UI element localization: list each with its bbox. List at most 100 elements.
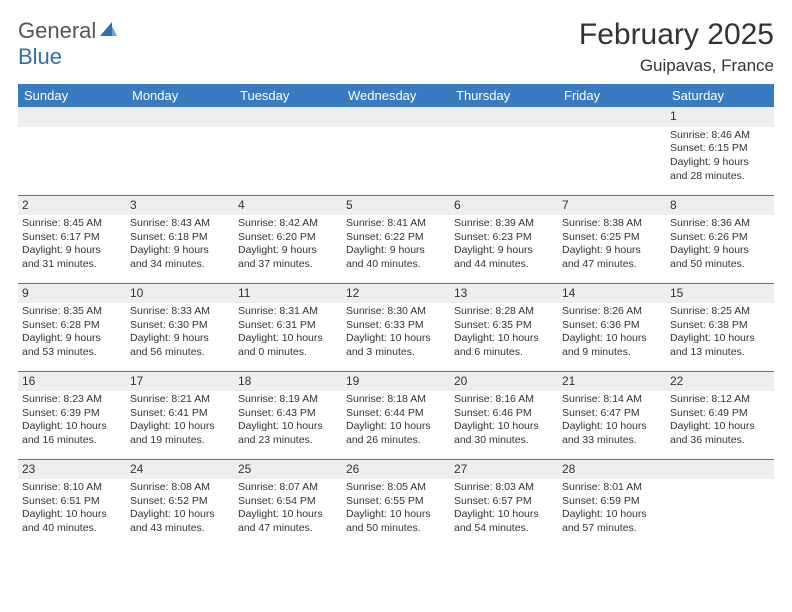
day-number: 11 <box>234 284 342 304</box>
day2-line: and 37 minutes. <box>238 258 338 272</box>
day2-line: and 9 minutes. <box>562 346 662 360</box>
weekday-header: Saturday <box>666 84 774 107</box>
calendar-cell: 7Sunrise: 8:38 AMSunset: 6:25 PMDaylight… <box>558 195 666 283</box>
sunset-line: Sunset: 6:35 PM <box>454 319 554 333</box>
calendar-cell: 9Sunrise: 8:35 AMSunset: 6:28 PMDaylight… <box>18 283 126 371</box>
day2-line: and 40 minutes. <box>22 522 122 536</box>
sunset-line: Sunset: 6:49 PM <box>670 407 770 421</box>
sunrise-line: Sunrise: 8:30 AM <box>346 305 446 319</box>
calendar-cell: 11Sunrise: 8:31 AMSunset: 6:31 PMDayligh… <box>234 283 342 371</box>
calendar-cell: 8Sunrise: 8:36 AMSunset: 6:26 PMDaylight… <box>666 195 774 283</box>
sunrise-line: Sunrise: 8:03 AM <box>454 481 554 495</box>
logo-text: General Blue <box>18 18 118 70</box>
sunrise-line: Sunrise: 8:26 AM <box>562 305 662 319</box>
sunset-line: Sunset: 6:23 PM <box>454 231 554 245</box>
day1-line: Daylight: 10 hours <box>454 332 554 346</box>
sunset-line: Sunset: 6:46 PM <box>454 407 554 421</box>
calendar-cell: 20Sunrise: 8:16 AMSunset: 6:46 PMDayligh… <box>450 371 558 459</box>
day-number <box>234 107 342 127</box>
sunset-line: Sunset: 6:20 PM <box>238 231 338 245</box>
day-number <box>450 107 558 127</box>
calendar-cell: 18Sunrise: 8:19 AMSunset: 6:43 PMDayligh… <box>234 371 342 459</box>
day-number <box>18 107 126 127</box>
calendar-cell: 10Sunrise: 8:33 AMSunset: 6:30 PMDayligh… <box>126 283 234 371</box>
day1-line: Daylight: 9 hours <box>22 332 122 346</box>
calendar-cell <box>126 107 234 195</box>
day-number: 21 <box>558 372 666 392</box>
day2-line: and 40 minutes. <box>346 258 446 272</box>
sunrise-line: Sunrise: 8:07 AM <box>238 481 338 495</box>
day-number <box>126 107 234 127</box>
calendar-cell: 28Sunrise: 8:01 AMSunset: 6:59 PMDayligh… <box>558 459 666 547</box>
day2-line: and 33 minutes. <box>562 434 662 448</box>
day1-line: Daylight: 10 hours <box>22 420 122 434</box>
day-number: 8 <box>666 196 774 216</box>
day2-line: and 47 minutes. <box>562 258 662 272</box>
sunrise-line: Sunrise: 8:19 AM <box>238 393 338 407</box>
day-number: 20 <box>450 372 558 392</box>
sunrise-line: Sunrise: 8:25 AM <box>670 305 770 319</box>
day1-line: Daylight: 10 hours <box>346 332 446 346</box>
day1-line: Daylight: 10 hours <box>238 332 338 346</box>
sunrise-line: Sunrise: 8:28 AM <box>454 305 554 319</box>
day2-line: and 43 minutes. <box>130 522 230 536</box>
day2-line: and 50 minutes. <box>346 522 446 536</box>
sunset-line: Sunset: 6:22 PM <box>346 231 446 245</box>
weekday-header: Tuesday <box>234 84 342 107</box>
calendar-body: 1Sunrise: 8:46 AMSunset: 6:15 PMDaylight… <box>18 107 774 547</box>
day1-line: Daylight: 9 hours <box>22 244 122 258</box>
calendar-cell: 19Sunrise: 8:18 AMSunset: 6:44 PMDayligh… <box>342 371 450 459</box>
day2-line: and 53 minutes. <box>22 346 122 360</box>
sunset-line: Sunset: 6:25 PM <box>562 231 662 245</box>
sunset-line: Sunset: 6:26 PM <box>670 231 770 245</box>
day-number: 5 <box>342 196 450 216</box>
day2-line: and 23 minutes. <box>238 434 338 448</box>
day-number: 22 <box>666 372 774 392</box>
day-number: 1 <box>666 107 774 127</box>
day-number <box>666 460 774 480</box>
sunset-line: Sunset: 6:43 PM <box>238 407 338 421</box>
day-number: 14 <box>558 284 666 304</box>
day1-line: Daylight: 10 hours <box>454 508 554 522</box>
sunrise-line: Sunrise: 8:18 AM <box>346 393 446 407</box>
sunset-line: Sunset: 6:30 PM <box>130 319 230 333</box>
sunrise-line: Sunrise: 8:41 AM <box>346 217 446 231</box>
weekday-header: Sunday <box>18 84 126 107</box>
day-number: 25 <box>234 460 342 480</box>
calendar: SundayMondayTuesdayWednesdayThursdayFrid… <box>18 84 774 547</box>
day-number: 27 <box>450 460 558 480</box>
sunset-line: Sunset: 6:28 PM <box>22 319 122 333</box>
calendar-cell <box>234 107 342 195</box>
day-number: 13 <box>450 284 558 304</box>
day1-line: Daylight: 10 hours <box>562 508 662 522</box>
calendar-cell <box>342 107 450 195</box>
day1-line: Daylight: 9 hours <box>346 244 446 258</box>
sunset-line: Sunset: 6:41 PM <box>130 407 230 421</box>
day-number: 7 <box>558 196 666 216</box>
calendar-cell: 25Sunrise: 8:07 AMSunset: 6:54 PMDayligh… <box>234 459 342 547</box>
calendar-week: 1Sunrise: 8:46 AMSunset: 6:15 PMDaylight… <box>18 107 774 195</box>
sunset-line: Sunset: 6:44 PM <box>346 407 446 421</box>
sunrise-line: Sunrise: 8:05 AM <box>346 481 446 495</box>
day1-line: Daylight: 9 hours <box>238 244 338 258</box>
day2-line: and 26 minutes. <box>346 434 446 448</box>
sunset-line: Sunset: 6:33 PM <box>346 319 446 333</box>
day2-line: and 57 minutes. <box>562 522 662 536</box>
day2-line: and 54 minutes. <box>454 522 554 536</box>
day1-line: Daylight: 10 hours <box>454 420 554 434</box>
day2-line: and 19 minutes. <box>130 434 230 448</box>
sunrise-line: Sunrise: 8:39 AM <box>454 217 554 231</box>
day1-line: Daylight: 9 hours <box>130 332 230 346</box>
day1-line: Daylight: 10 hours <box>238 508 338 522</box>
logo: General Blue <box>18 18 118 70</box>
day1-line: Daylight: 9 hours <box>670 156 770 170</box>
day1-line: Daylight: 9 hours <box>562 244 662 258</box>
sunrise-line: Sunrise: 8:23 AM <box>22 393 122 407</box>
day2-line: and 50 minutes. <box>670 258 770 272</box>
sunset-line: Sunset: 6:52 PM <box>130 495 230 509</box>
day-number: 19 <box>342 372 450 392</box>
weekday-header: Monday <box>126 84 234 107</box>
calendar-cell: 16Sunrise: 8:23 AMSunset: 6:39 PMDayligh… <box>18 371 126 459</box>
calendar-cell: 15Sunrise: 8:25 AMSunset: 6:38 PMDayligh… <box>666 283 774 371</box>
day2-line: and 31 minutes. <box>22 258 122 272</box>
